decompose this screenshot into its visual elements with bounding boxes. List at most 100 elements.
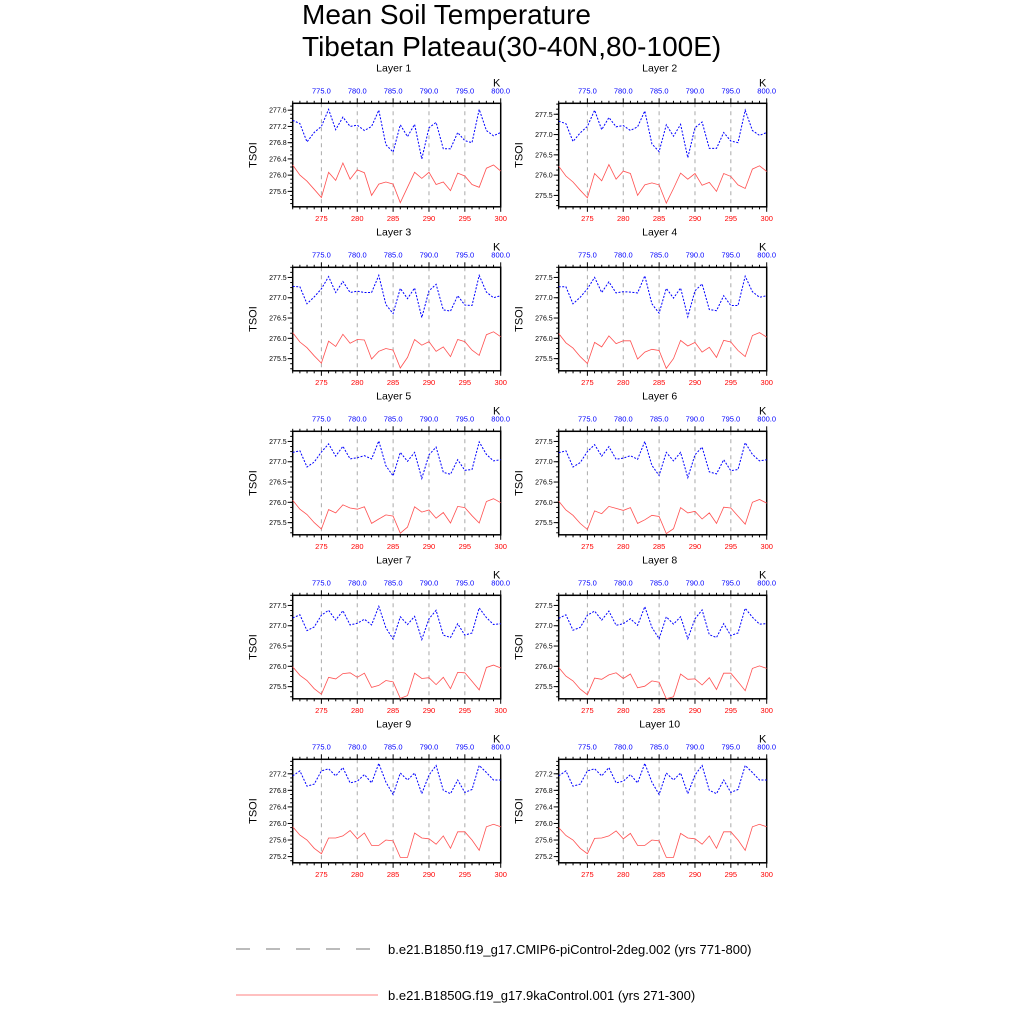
x-top-tick-label: 790.0: [420, 578, 439, 587]
x-top-tick-label: 795.0: [721, 86, 740, 95]
x-top-tick-label: 790.0: [686, 414, 705, 423]
x-tick-label: 275: [581, 378, 594, 387]
units-label: K: [759, 733, 767, 745]
series-line-9ka: [558, 499, 767, 535]
units-label: K: [759, 241, 767, 253]
x-top-tick-label: 775.0: [312, 250, 331, 259]
x-tick-label: 285: [653, 706, 666, 715]
y-tick-label: 276.0: [269, 336, 287, 343]
x-top-tick-label: 780.0: [614, 86, 633, 95]
y-tick-label: 277.0: [535, 623, 553, 630]
x-top-tick-label: 790.0: [686, 742, 705, 751]
x-top-tick-label: 790.0: [686, 578, 705, 587]
y-tick-label: 275.6: [269, 838, 287, 845]
plot-frame: [557, 430, 768, 536]
x-tick-label: 300: [760, 542, 773, 551]
x-tick-label: 290: [423, 542, 436, 551]
y-tick-label: 277.5: [269, 439, 287, 446]
plot-frame: [291, 430, 502, 536]
series-line-9ka: [292, 498, 501, 534]
x-top-tick-label: 785.0: [384, 250, 403, 259]
panel-layer-5: Layer 5 K TSOI 275 280 285 290 295 300 775.0 780.0…: [248, 390, 510, 551]
series-line-9ka: [292, 823, 501, 858]
x-tick-label: 275: [581, 542, 594, 551]
y-tick-label: 277.0: [269, 295, 287, 302]
series-line-piControl: [558, 274, 767, 319]
x-top-tick-label: 790.0: [420, 742, 439, 751]
y-tick-label: 276.5: [535, 480, 553, 487]
x-top-tick-label: 785.0: [650, 414, 669, 423]
x-top-tick-label: 785.0: [650, 86, 669, 95]
x-top-tick-label: 785.0: [384, 86, 403, 95]
series-line-piControl: [292, 761, 501, 796]
x-top-tick-label: 775.0: [578, 86, 597, 95]
legend-label-blue: b.e21.B1850.f19_g17.CMIP6-piControl-2deg…: [388, 942, 752, 957]
series-line-9ka: [292, 331, 501, 369]
x-tick-label: 285: [653, 870, 666, 879]
x-tick-label: 285: [653, 378, 666, 387]
plot-frame: [291, 594, 502, 700]
x-tick-label: 275: [315, 214, 328, 223]
x-tick-label: 295: [725, 214, 738, 223]
y-axis-label: TSOI: [248, 634, 260, 660]
y-tick-label: 277.0: [535, 295, 553, 302]
series-line-piControl: [292, 604, 501, 642]
x-top-tick-label: 775.0: [312, 742, 331, 751]
panel-title: Layer 9: [376, 718, 411, 730]
x-top-tick-label: 780.0: [348, 250, 367, 259]
y-tick-label: 277.2: [269, 124, 287, 131]
units-label: K: [493, 405, 501, 417]
x-tick-label: 300: [760, 706, 773, 715]
x-tick-label: 295: [725, 870, 738, 879]
x-tick-label: 300: [494, 542, 507, 551]
x-top-tick-label: 795.0: [721, 578, 740, 587]
x-top-tick-label: 775.0: [578, 414, 597, 423]
y-tick-label: 276.8: [535, 788, 553, 795]
x-tick-label: 290: [423, 214, 436, 223]
y-tick-label: 275.2: [269, 854, 287, 861]
x-tick-label: 295: [725, 706, 738, 715]
units-label: K: [493, 733, 501, 745]
series-line-piControl: [292, 107, 501, 160]
x-tick-label: 280: [351, 706, 364, 715]
y-axis-label: TSOI: [248, 798, 260, 824]
x-top-tick-label: 780.0: [348, 578, 367, 587]
x-top-tick-label: 785.0: [384, 578, 403, 587]
series-line-9ka: [558, 332, 767, 370]
x-tick-label: 300: [494, 378, 507, 387]
y-tick-label: 276.0: [269, 821, 287, 828]
x-tick-label: 290: [689, 870, 702, 879]
x-tick-label: 295: [725, 542, 738, 551]
panel-layer-10: Layer 10 K TSOI 275 280 285 290 295 300 775.0 780.…: [514, 718, 776, 879]
x-tick-label: 295: [459, 870, 472, 879]
y-tick-label: 276.5: [269, 316, 287, 323]
y-tick-label: 276.5: [535, 152, 553, 159]
panel-title: Layer 2: [642, 62, 677, 74]
chart-title-line1: Mean Soil Temperature: [302, 0, 591, 30]
y-tick-label: 277.5: [535, 603, 553, 610]
x-tick-label: 280: [351, 542, 364, 551]
plot-frame: [557, 594, 768, 700]
x-top-tick-label: 790.0: [420, 86, 439, 95]
x-top-tick-label: 800.0: [757, 250, 776, 259]
y-axis-label: TSOI: [248, 470, 260, 496]
x-top-tick-label: 800.0: [491, 414, 510, 423]
y-axis-label: TSOI: [248, 142, 260, 168]
x-top-tick-label: 775.0: [578, 578, 597, 587]
y-tick-label: 275.6: [535, 838, 553, 845]
panel-title: Layer 10: [639, 718, 680, 730]
x-top-tick-label: 800.0: [757, 742, 776, 751]
plot-frame: [291, 758, 502, 864]
panel-layer-7: Layer 7 K TSOI 275 280 285 290 295 300 775.0 780.0…: [248, 554, 510, 715]
x-top-tick-label: 800.0: [757, 86, 776, 95]
x-top-tick-label: 795.0: [455, 250, 474, 259]
y-tick-label: 277.0: [269, 623, 287, 630]
x-tick-label: 300: [760, 870, 773, 879]
x-tick-label: 275: [315, 706, 328, 715]
x-top-tick-label: 790.0: [686, 86, 705, 95]
y-tick-label: 276.0: [269, 664, 287, 671]
x-top-tick-label: 775.0: [312, 86, 331, 95]
y-tick-label: 275.5: [535, 684, 553, 691]
y-tick-label: 277.2: [535, 771, 553, 778]
panel-layer-8: Layer 8 K TSOI 275 280 285 290 295 300 775.0 780.0…: [514, 554, 776, 715]
